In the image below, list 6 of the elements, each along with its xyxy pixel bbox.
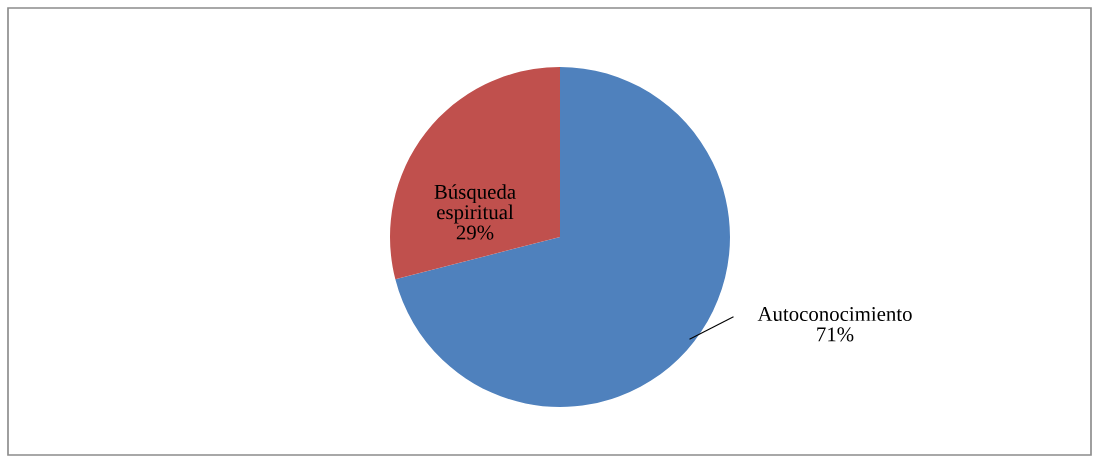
pie-slice [395,67,730,407]
slice-label: Búsqueda espiritual [434,184,516,224]
data-label: 71% [817,327,854,342]
data-label: 29% [456,225,494,240]
slice-label: Autoconocimiento [757,307,912,322]
pie-slice [390,67,560,280]
